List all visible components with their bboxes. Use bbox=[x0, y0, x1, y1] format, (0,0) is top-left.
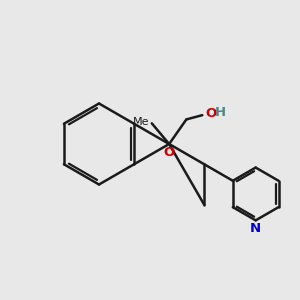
Text: O: O bbox=[164, 146, 175, 159]
Text: O: O bbox=[205, 107, 216, 120]
Text: H: H bbox=[215, 106, 226, 119]
Text: N: N bbox=[250, 222, 261, 235]
Text: Me: Me bbox=[133, 117, 149, 127]
